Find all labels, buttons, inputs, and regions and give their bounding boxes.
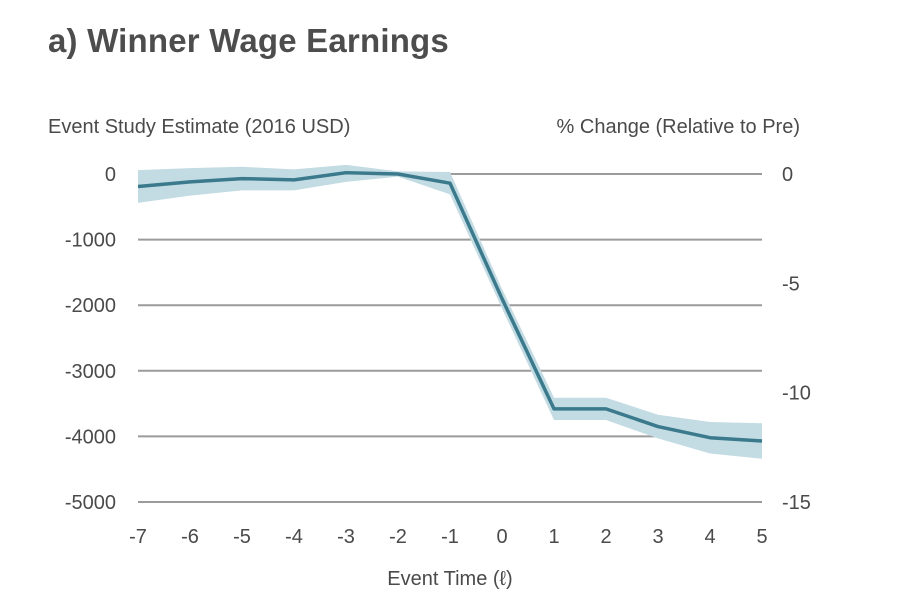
y-axis-left-label: Event Study Estimate (2016 USD) bbox=[48, 116, 350, 138]
x-tick-label: -5 bbox=[233, 526, 251, 548]
y-tick-left-label: 0 bbox=[105, 164, 116, 186]
x-tick-label: 0 bbox=[496, 526, 507, 548]
y-tick-right-label: -10 bbox=[782, 383, 811, 405]
x-axis-label: Event Time (ℓ) bbox=[387, 568, 512, 590]
y-axis-left-ticks: 0 -1000 -2000 -3000 -4000 -5000 bbox=[65, 164, 116, 514]
series-line-group bbox=[137, 170, 763, 443]
confidence-band-group bbox=[138, 164, 762, 459]
x-tick-label: -6 bbox=[181, 526, 199, 548]
chart-title: a) Winner Wage Earnings bbox=[48, 22, 449, 59]
y-tick-left-label: -5000 bbox=[65, 492, 116, 514]
x-tick-label: -4 bbox=[285, 526, 303, 548]
y-tick-right-label: -5 bbox=[782, 273, 800, 295]
x-tick-label: 4 bbox=[704, 526, 715, 548]
x-tick-label: 1 bbox=[548, 526, 559, 548]
y-tick-left-label: -4000 bbox=[65, 426, 116, 448]
y-tick-left-label: -1000 bbox=[65, 230, 116, 252]
x-tick-label: -2 bbox=[389, 526, 407, 548]
series-line bbox=[137, 170, 763, 443]
x-tick-label: 2 bbox=[600, 526, 611, 548]
x-tick-label: -7 bbox=[129, 526, 147, 548]
x-tick-label: -1 bbox=[441, 526, 459, 548]
x-tick-label: 5 bbox=[756, 526, 767, 548]
y-tick-left-label: -3000 bbox=[65, 361, 116, 383]
x-axis-ticks: -7 -6 -5 -4 -3 -2 -1 0 1 2 3 4 5 bbox=[129, 526, 767, 548]
x-tick-label: 3 bbox=[652, 526, 663, 548]
confidence-band bbox=[138, 164, 762, 459]
y-axis-right-label: % Change (Relative to Pre) bbox=[557, 116, 800, 138]
y-tick-left-label: -2000 bbox=[65, 295, 116, 317]
y-axis-right-ticks: 0 -5 -10 -15 bbox=[782, 164, 811, 514]
y-tick-right-label: -15 bbox=[782, 492, 811, 514]
x-tick-label: -3 bbox=[337, 526, 355, 548]
y-tick-right-label: 0 bbox=[782, 164, 793, 186]
gridlines bbox=[138, 173, 762, 503]
